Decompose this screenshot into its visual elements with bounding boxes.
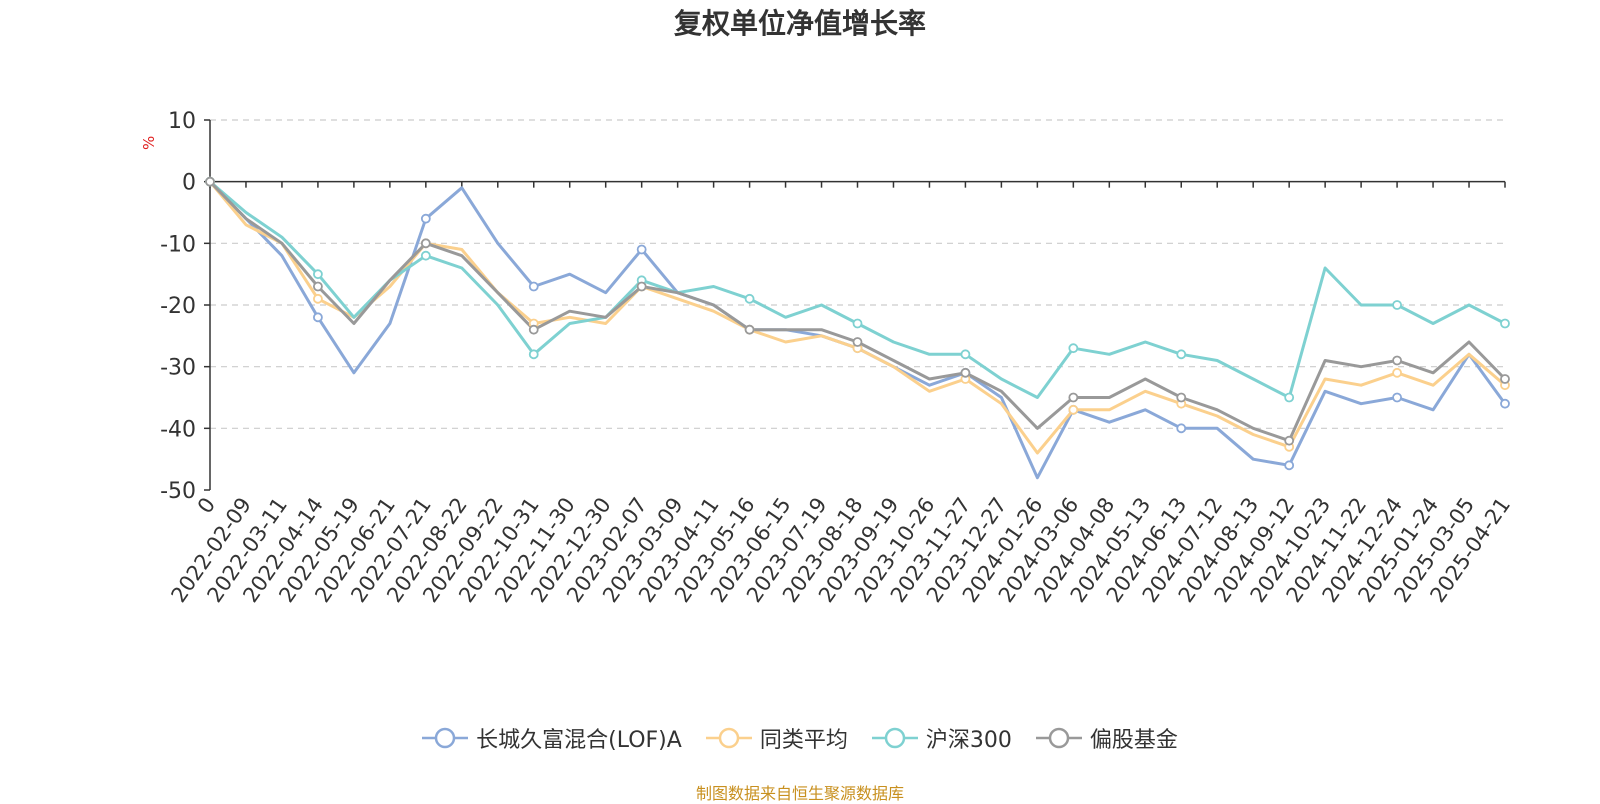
data-point (420, 238, 431, 249)
data-point (1176, 423, 1187, 434)
data-point (528, 349, 539, 360)
data-point (1068, 392, 1079, 403)
data-point (1392, 355, 1402, 366)
series-line-4 (208, 180, 1507, 443)
legend-item[interactable]: 沪深300 (871, 722, 1012, 754)
legend-label: 沪深300 (925, 728, 1012, 753)
y-tick-label: -40 (160, 417, 196, 442)
legend-label: 同类平均 (759, 728, 848, 753)
y-tick-label: -30 (160, 356, 196, 381)
data-point (1284, 435, 1295, 446)
series-lines (208, 180, 1507, 480)
series-line-3 (209, 180, 1506, 399)
data-point (744, 324, 755, 335)
data-point (1284, 392, 1295, 403)
legend-marker-icon (705, 727, 752, 749)
chart-title: 复权单位净值增长率 (673, 7, 926, 40)
y-tick-label: -50 (160, 479, 196, 504)
data-point (1392, 367, 1402, 378)
legend-item[interactable]: 偏股基金 (1035, 722, 1178, 754)
data-point (1392, 392, 1402, 403)
data-point (528, 324, 539, 335)
x-tick-label: 0 (193, 493, 220, 518)
data-point (960, 367, 971, 378)
legend-marker-icon (871, 727, 918, 749)
legend-label: 偏股基金 (1089, 728, 1178, 753)
data-point (1500, 374, 1510, 384)
data-point (852, 337, 863, 347)
data-point (852, 318, 863, 329)
data-point (744, 293, 755, 304)
data-point (313, 281, 323, 292)
data-point (313, 269, 323, 280)
data-point (960, 349, 971, 360)
series-line-1 (208, 180, 1507, 480)
data-point (1500, 398, 1510, 409)
data-point (313, 312, 323, 323)
data-point (1176, 392, 1187, 403)
legend-label: 长城久富混合(LOF)A (476, 728, 682, 753)
data-point (1068, 404, 1079, 415)
data-point (636, 244, 647, 255)
legend-item[interactable]: 同类平均 (705, 722, 848, 754)
data-point (205, 176, 215, 187)
data-point (420, 213, 431, 224)
gridlines (210, 119, 1505, 429)
series-markers (205, 176, 1510, 471)
line-chart: 100-10-20-30-40-5002022-02-092022-03-112… (160, 109, 1515, 607)
data-point (1284, 460, 1295, 471)
legend: 长城久富混合(LOF)A 同类平均 沪深300 偏股基金 (0, 722, 1600, 754)
data-point (420, 250, 431, 261)
source-note: 制图数据来自恒生聚源数据库 (695, 784, 904, 803)
y-tick-label: -10 (160, 232, 196, 257)
data-point (1176, 349, 1187, 360)
data-point (1500, 318, 1510, 329)
data-point (528, 281, 539, 292)
legend-item[interactable]: 长城久富混合(LOF)A (422, 722, 682, 754)
y-tick-label: 0 (182, 171, 196, 196)
y-tick-label: -20 (160, 294, 196, 319)
data-point (313, 293, 323, 304)
legend-marker-icon (1035, 727, 1082, 749)
legend-marker-icon (422, 727, 469, 749)
data-point (636, 281, 647, 292)
data-point (1392, 300, 1402, 310)
y-tick-label: 10 (168, 109, 196, 134)
data-point (1068, 343, 1079, 354)
